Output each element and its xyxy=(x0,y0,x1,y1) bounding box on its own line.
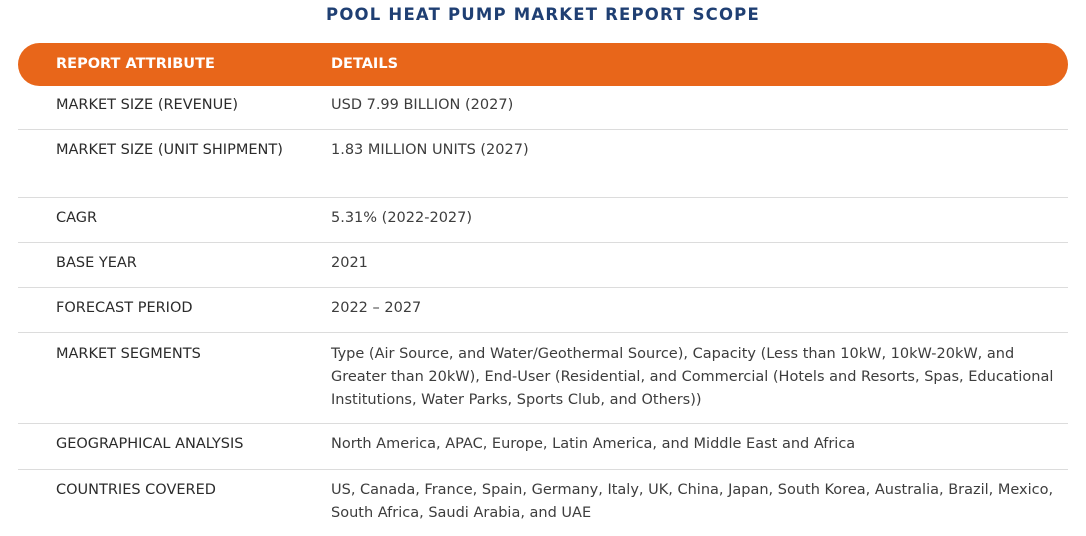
row-attribute: BASE YEAR xyxy=(56,255,137,271)
table-row: CAGR 5.31% (2022-2027) xyxy=(18,198,1068,243)
row-attribute: FORECAST PERIOD xyxy=(56,300,193,316)
row-details: 2021 xyxy=(331,255,368,271)
table-row: MARKET SIZE (REVENUE) USD 7.99 BILLION (… xyxy=(18,86,1068,130)
report-scope-table: REPORT ATTRIBUTE DETAILS MARKET SIZE (RE… xyxy=(18,43,1068,536)
table-row: BASE YEAR 2021 xyxy=(18,243,1068,288)
header-attribute: REPORT ATTRIBUTE xyxy=(56,56,215,72)
row-attribute: MARKET SIZE (UNIT SHIPMENT) xyxy=(56,142,283,158)
row-details: 1.83 MILLION UNITS (2027) xyxy=(331,142,529,158)
row-attribute: CAGR xyxy=(56,210,98,226)
table-row: FORECAST PERIOD 2022 – 2027 xyxy=(18,288,1068,333)
row-attribute: MARKET SIZE (REVENUE) xyxy=(56,97,239,113)
header-details: DETAILS xyxy=(331,56,399,72)
table-header: REPORT ATTRIBUTE DETAILS xyxy=(18,43,1068,86)
table-row: MARKET SIZE (UNIT SHIPMENT) 1.83 MILLION… xyxy=(18,130,1068,198)
row-attribute: MARKET SEGMENTS xyxy=(56,346,201,362)
row-details: USD 7.99 BILLION (2027) xyxy=(331,97,514,113)
row-details: 2022 – 2027 xyxy=(331,300,422,316)
row-attribute: COUNTRIES COVERED xyxy=(56,482,216,498)
row-details: 5.31% (2022-2027) xyxy=(331,210,473,226)
table-row: MARKET SEGMENTS Type (Air Source, and Wa… xyxy=(18,333,1068,424)
row-details: Type (Air Source, and Water/Geothermal S… xyxy=(331,346,1054,408)
table-row: GEOGRAPHICAL ANALYSIS North America, APA… xyxy=(18,424,1068,470)
row-attribute: GEOGRAPHICAL ANALYSIS xyxy=(56,436,244,452)
row-details: US, Canada, France, Spain, Germany, Ital… xyxy=(331,482,1054,521)
row-details: North America, APAC, Europe, Latin Ameri… xyxy=(331,436,856,452)
page-title: POOL HEAT PUMP MARKET REPORT SCOPE xyxy=(326,5,760,24)
table-row: COUNTRIES COVERED US, Canada, France, Sp… xyxy=(18,470,1068,536)
